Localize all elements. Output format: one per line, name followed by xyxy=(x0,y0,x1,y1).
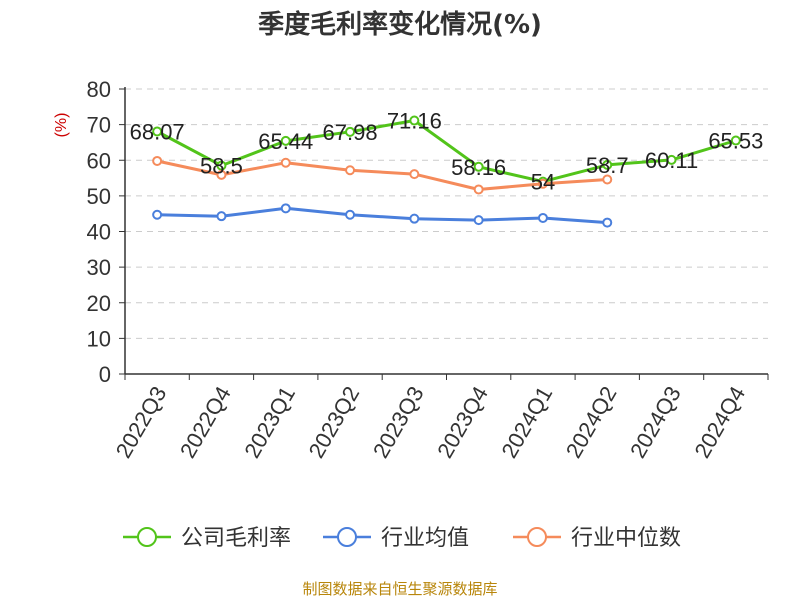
x-tick-label: 2022Q3 xyxy=(111,382,172,462)
data-label: 65.53 xyxy=(708,129,763,154)
data-label: 54 xyxy=(531,170,555,195)
series-line-0 xyxy=(156,119,737,184)
legend-label: 行业均值 xyxy=(381,526,469,551)
data-label: 68.07 xyxy=(130,120,185,145)
legend-item-2[interactable]: 行业中位数 xyxy=(513,526,681,551)
series-point-1 xyxy=(216,211,227,222)
x-tick-label: 2024Q3 xyxy=(625,382,686,462)
series-point-2 xyxy=(409,169,420,180)
chart-title: 季度毛利率变化情况(%) xyxy=(258,9,542,40)
y-tick-label: 70 xyxy=(87,113,111,138)
y-tick-label: 40 xyxy=(87,220,111,245)
series-point-1 xyxy=(152,209,163,220)
series-point-1 xyxy=(602,217,613,228)
x-tick-label: 2023Q2 xyxy=(304,382,365,462)
series-point-1 xyxy=(409,213,420,224)
data-label: 71.16 xyxy=(387,108,442,133)
y-tick-label: 60 xyxy=(87,148,111,173)
series-point-0 xyxy=(473,161,484,172)
data-label: 67.98 xyxy=(323,120,378,145)
legend-label: 行业中位数 xyxy=(571,526,681,551)
series-point-1 xyxy=(345,209,356,220)
x-tick-label: 2024Q4 xyxy=(689,382,750,462)
series-point-2 xyxy=(345,165,356,176)
x-tick-label: 2023Q3 xyxy=(368,382,429,462)
legend[interactable]: 公司毛利率 行业均值 行业中位数 xyxy=(123,526,681,551)
series-point-0 xyxy=(152,126,163,137)
series-point-2 xyxy=(537,178,548,189)
series-point-1 xyxy=(537,212,548,223)
series-line-2 xyxy=(156,159,608,191)
legend-item-1[interactable]: 行业均值 xyxy=(323,526,469,551)
legend-item-0[interactable]: 公司毛利率 xyxy=(123,526,291,551)
series-point-0 xyxy=(409,115,420,126)
series-point-0 xyxy=(345,126,356,137)
series-point-0 xyxy=(280,135,291,146)
data-label: 60.11 xyxy=(645,148,698,173)
data-label: 58.7 xyxy=(586,153,629,178)
legend-marker xyxy=(337,527,357,547)
legend-label: 公司毛利率 xyxy=(181,526,291,551)
y-tick-label: 50 xyxy=(87,184,111,209)
y-tick-label: 80 xyxy=(87,77,111,102)
data-label: 65.44 xyxy=(258,129,313,154)
series-point-2 xyxy=(216,169,227,180)
series-point-0 xyxy=(602,159,613,170)
series-point-0 xyxy=(216,160,227,171)
series-lines xyxy=(152,115,741,228)
y-tick-label: 10 xyxy=(87,326,111,351)
x-tick-label: 2022Q4 xyxy=(175,382,236,462)
gridlines xyxy=(125,88,768,339)
series-point-2 xyxy=(473,184,484,195)
y-axis-unit: (%) xyxy=(53,113,70,138)
legend-marker xyxy=(137,527,157,547)
series-point-2 xyxy=(602,174,613,185)
data-labels: 68.07 58.5 65.44 67.98 71.16 58.16 54 58.7 60.11… xyxy=(130,108,764,194)
series-point-0 xyxy=(666,154,677,165)
series-point-2 xyxy=(152,155,163,166)
series-point-0 xyxy=(730,135,741,146)
x-tick-label: 2023Q1 xyxy=(239,382,300,462)
y-tick-label: 0 xyxy=(99,362,111,387)
source-note: 制图数据来自恒生聚源数据库 xyxy=(302,580,497,598)
x-tick-label: 2023Q4 xyxy=(432,382,493,462)
series-point-1 xyxy=(280,203,291,214)
y-tick-label: 30 xyxy=(87,255,111,280)
x-tick-label: 2024Q1 xyxy=(496,382,557,462)
y-tick-label: 20 xyxy=(87,291,111,316)
data-label: 58.16 xyxy=(451,155,506,180)
series-point-1 xyxy=(473,215,484,226)
series-line-1 xyxy=(157,206,608,225)
data-label: 58.5 xyxy=(200,154,243,179)
x-tick-label: 2024Q2 xyxy=(561,382,622,462)
series-point-2 xyxy=(280,157,291,168)
legend-marker xyxy=(527,527,547,547)
